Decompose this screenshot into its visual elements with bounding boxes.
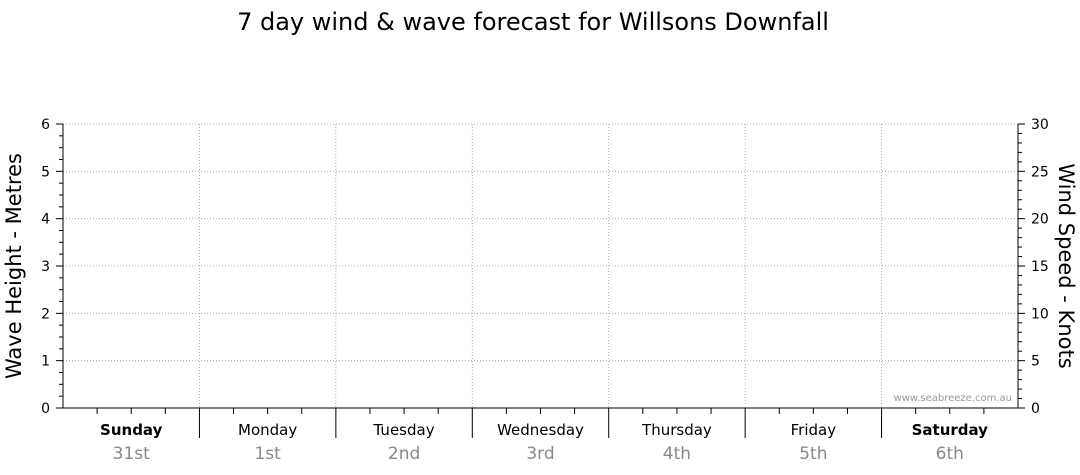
day-labels: Sunday 31st Monday 1st Tuesday 2nd Wednesday 3r…	[100, 421, 988, 464]
axes	[56, 123, 1025, 438]
left-tick-label: 6	[41, 117, 50, 133]
watermark: www.seabreeze.com.au	[894, 393, 1012, 404]
day-date-label: 2nd	[388, 444, 420, 464]
day-date-label: 1st	[254, 444, 281, 464]
right-tick-label: 20	[1031, 212, 1049, 228]
day-date-label: 31st	[113, 444, 150, 464]
day-name-label: Friday	[791, 421, 837, 439]
right-tick-label: 0	[1031, 401, 1040, 417]
left-axis-label: Wave Height - Metres	[2, 153, 26, 379]
day-date-label: 6th	[936, 444, 964, 464]
day-name-label: Monday	[238, 421, 297, 439]
left-tick-label: 2	[41, 306, 50, 322]
day-name-label: Saturday	[912, 421, 989, 439]
day-name-label: Wednesday	[497, 421, 584, 439]
day-name-label: Thursday	[641, 421, 712, 439]
day-date-label: 3rd	[526, 444, 554, 464]
left-axis-ticks: 0 1 2 3 4 5 6	[41, 117, 50, 417]
left-tick-label: 1	[41, 354, 50, 370]
right-tick-label: 5	[1031, 354, 1040, 370]
left-tick-label: 0	[41, 401, 50, 417]
left-tick-label: 4	[41, 212, 50, 228]
right-tick-label: 10	[1031, 306, 1049, 322]
chart-title: 7 day wind & wave forecast for Willsons …	[237, 8, 829, 36]
day-date-label: 5th	[799, 444, 827, 464]
day-name-label: Tuesday	[373, 421, 435, 439]
right-tick-label: 15	[1031, 259, 1049, 275]
right-tick-label: 25	[1031, 164, 1049, 180]
grid-lines	[63, 123, 1018, 408]
right-tick-label: 30	[1031, 117, 1049, 133]
left-tick-label: 3	[41, 259, 50, 275]
right-axis-label: Wind Speed - Knots	[1054, 163, 1078, 368]
right-axis-ticks: 0 5 10 15 20 25 30	[1031, 117, 1049, 417]
left-tick-label: 5	[41, 164, 50, 180]
day-date-label: 4th	[663, 444, 691, 464]
day-name-label: Sunday	[100, 421, 163, 439]
